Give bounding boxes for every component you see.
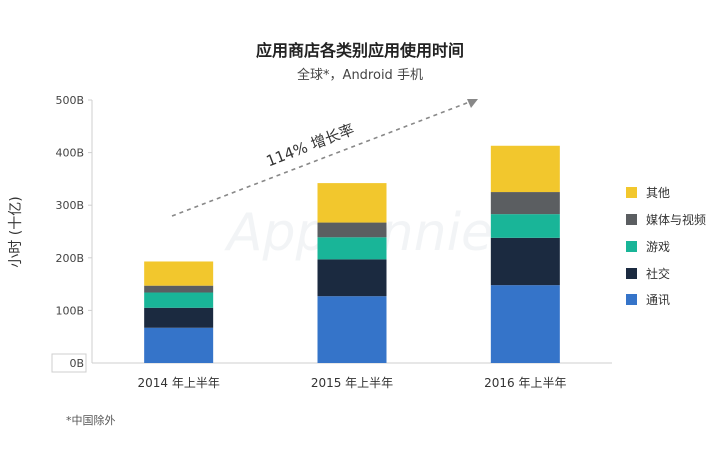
legend-item: 媒体与视频 xyxy=(626,211,706,228)
x-tick-label-2: 2016 年上半年 xyxy=(484,376,566,390)
legend-item: 游戏 xyxy=(626,238,670,255)
y-tick-box-0 xyxy=(51,353,87,373)
legend-swatch xyxy=(626,268,637,279)
legend-item: 社交 xyxy=(626,265,670,282)
bar-0-1 xyxy=(144,307,214,328)
growth-arrowhead-icon xyxy=(467,99,478,108)
y-axis-label: 小时 (十亿) xyxy=(8,196,24,267)
x-tick-label-1: 2015 年上半年 xyxy=(311,376,393,390)
y-tick-label-4: 400B xyxy=(55,147,84,160)
bar-2-0 xyxy=(490,285,560,363)
growth-annotation: 114% 增长率 xyxy=(264,120,357,170)
legend-item: 通讯 xyxy=(626,291,670,308)
legend-label: 游戏 xyxy=(646,240,671,254)
legend-label: 通讯 xyxy=(646,293,671,307)
y-tick-label-5: 500B xyxy=(55,94,84,107)
footnote: *中国除外 xyxy=(66,414,116,427)
legend-label: 社交 xyxy=(646,267,671,281)
bar-0-0 xyxy=(144,327,214,363)
bar-2-2 xyxy=(490,214,560,238)
bar-0-3 xyxy=(144,285,214,293)
legend-swatch xyxy=(626,241,637,252)
y-tick-label-2: 200B xyxy=(55,252,84,265)
chart-title: 应用商店各类别应用使用时间 xyxy=(255,41,464,60)
legend-swatch xyxy=(626,294,637,305)
legend-swatch xyxy=(626,214,637,225)
bar-1-3 xyxy=(317,222,387,238)
y-tick-label-1: 100B xyxy=(55,304,84,317)
y-tick-label-3: 300B xyxy=(55,199,84,212)
legend-swatch xyxy=(626,187,637,198)
bar-1-1 xyxy=(317,259,387,297)
bar-1-4 xyxy=(317,183,387,223)
chart-subtitle: 全球*，Android 手机 xyxy=(297,68,423,83)
bar-1-0 xyxy=(317,296,387,363)
legend-item: 其他 xyxy=(626,184,670,201)
legend-label: 媒体与视频 xyxy=(646,213,707,227)
legend-label: 其他 xyxy=(646,186,671,200)
bar-1-2 xyxy=(317,237,387,260)
bar-0-4 xyxy=(144,261,214,286)
growth-arrow-line xyxy=(171,100,473,217)
bar-0-2 xyxy=(144,292,214,308)
x-tick-label-0: 2014 年上半年 xyxy=(137,376,219,390)
bar-2-3 xyxy=(490,192,560,215)
bar-2-4 xyxy=(490,145,560,193)
y-tick-label-0: 0B xyxy=(69,357,84,370)
bar-2-1 xyxy=(490,237,560,286)
